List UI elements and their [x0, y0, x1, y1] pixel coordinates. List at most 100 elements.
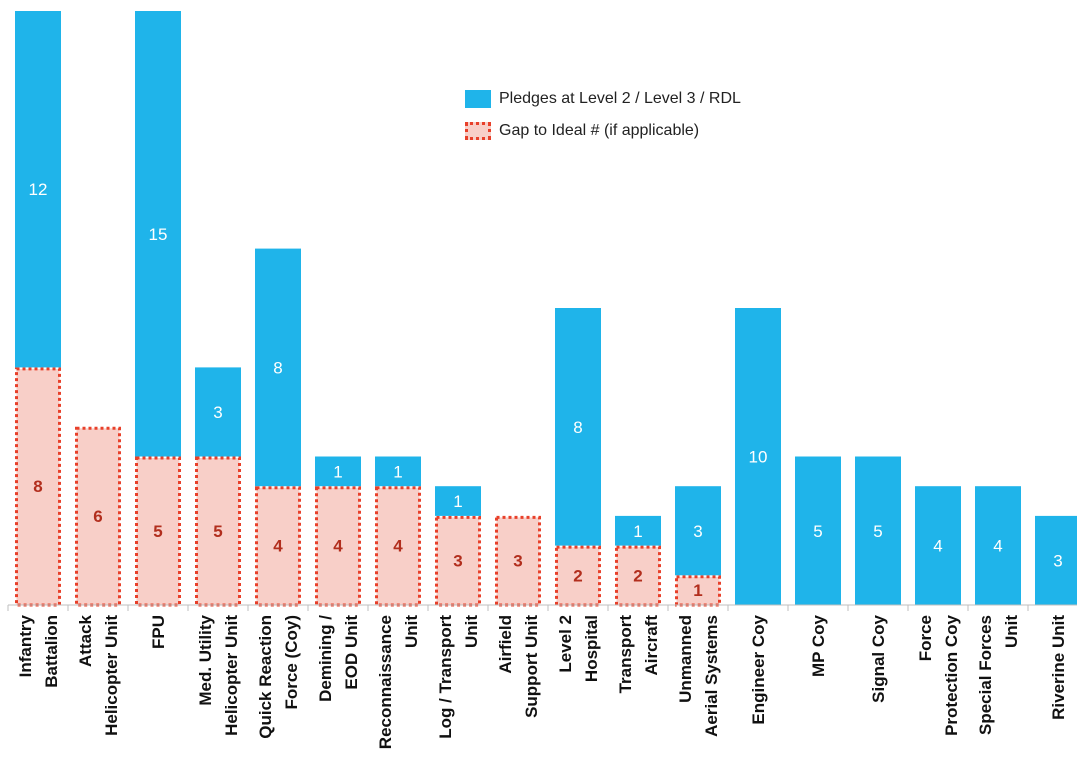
category-label-special-forces-unit: Special Forces Unit — [976, 615, 1021, 735]
legend-swatch-pledges — [465, 90, 491, 108]
pledge-bar-infantry-battalion — [15, 11, 61, 368]
category-label-line: Level 2 — [556, 615, 575, 673]
gap-value-label-log-transport-unit: 3 — [453, 551, 462, 570]
pledge-bar-fpu — [135, 11, 181, 457]
legend: Pledges at Level 2 / Level 3 / RDL Gap t… — [465, 88, 741, 152]
category-label-line: Unit — [1002, 615, 1021, 648]
pledge-bar-demining-eod-unit — [315, 456, 361, 487]
category-label-line: Battalion — [42, 615, 61, 688]
pledge-bar-special-forces-unit — [975, 486, 1021, 605]
category-labels-layer: Infantry Battalion Attack Helicopter Unit FP… — [16, 614, 1068, 749]
category-label-line: Riverine Unit — [1049, 615, 1068, 720]
gap-value-label-attack-helicopter-unit: 6 — [93, 507, 102, 526]
category-label-riverine-unit: Riverine Unit — [1049, 615, 1068, 720]
pledge-value-label-demining-eod-unit: 1 — [333, 462, 342, 481]
value-labels-layer: 8 12 6 5 15 5 3 4 8 4 1 4 1 3 1 3 2 8 2 1 1 3 10 5 5 4 4 3 — [29, 180, 1063, 600]
category-label-line: Airfield — [496, 615, 515, 674]
category-label-level-2-hospital: Level 2 Hospital — [556, 615, 601, 682]
category-label-line: Aircraft — [642, 615, 661, 676]
category-label-airfield-support-unit: Airfield Support Unit — [496, 615, 541, 718]
category-label-reconnaissance-unit: Reconnaissance Unit — [376, 615, 421, 750]
pledge-bar-mp-coy — [795, 456, 841, 605]
gap-bar-infantry-battalion — [15, 367, 61, 607]
legend-item-pledges: Pledges at Level 2 / Level 3 / RDL — [465, 88, 741, 110]
category-label-line: Hospital — [582, 615, 601, 682]
category-label-log-transport-unit: Log / Transport Unit — [436, 615, 481, 739]
legend-label-pledges: Pledges at Level 2 / Level 3 / RDL — [499, 90, 741, 107]
category-label-infantry-battalion: Infantry Battalion — [16, 614, 61, 687]
legend-item-gap: Gap to Ideal # (if applicable) — [465, 120, 741, 142]
pledge-bar-level-2-hospital — [555, 308, 601, 546]
category-label-line: Force (Coy) — [282, 615, 301, 709]
gap-value-label-airfield-support-unit: 3 — [513, 551, 522, 570]
category-label-line: Attack — [76, 614, 95, 667]
category-label-force-protection-coy: Force Protection Coy — [916, 614, 961, 735]
category-label-attack-helicopter-unit: Attack Helicopter Unit — [76, 614, 121, 735]
pledge-value-label-quick-reaction-force-coy: 8 — [273, 358, 282, 377]
gap-value-label-transport-aircraft: 2 — [633, 566, 642, 585]
category-label-line: Quick Reaction — [256, 615, 275, 739]
pledge-value-label-riverine-unit: 3 — [1053, 551, 1062, 570]
category-label-fpu: FPU — [149, 615, 168, 649]
category-label-line: FPU — [149, 615, 168, 649]
category-label-mp-coy: MP Coy — [809, 614, 828, 677]
category-label-line: Demining / — [316, 615, 335, 702]
category-label-line: Signal Coy — [869, 614, 888, 702]
category-label-line: Support Unit — [522, 615, 541, 718]
pledge-bar-log-transport-unit — [435, 486, 481, 516]
category-label-line: Aerial Systems — [702, 615, 721, 737]
category-label-line: Transport — [616, 615, 635, 694]
category-label-med-utility-helicopter-unit: Med. Utility Helicopter Unit — [196, 614, 241, 735]
pledge-bar-reconnaissance-unit — [375, 456, 421, 487]
x-ticks-layer — [7, 605, 1029, 611]
category-label-line: Infantry — [16, 614, 35, 677]
category-label-line: Special Forces — [976, 615, 995, 735]
pledge-bar-unmanned-aerial-systems — [675, 486, 721, 576]
category-label-line: Log / Transport — [436, 615, 455, 739]
pledge-value-label-reconnaissance-unit: 1 — [393, 462, 402, 481]
category-label-signal-coy: Signal Coy — [869, 614, 888, 702]
pledge-value-label-unmanned-aerial-systems: 3 — [693, 522, 702, 541]
gap-value-label-fpu: 5 — [153, 522, 162, 541]
category-label-line: Protection Coy — [942, 614, 961, 735]
category-label-line: Unit — [402, 615, 421, 648]
category-label-transport-aircraft: Transport Aircraft — [616, 615, 661, 694]
gap-value-label-med-utility-helicopter-unit: 5 — [213, 522, 222, 541]
gap-bar-med-utility-helicopter-unit — [195, 456, 241, 607]
pledge-bar-riverine-unit — [1035, 515, 1077, 605]
gap-value-label-reconnaissance-unit: 4 — [393, 537, 403, 556]
pledge-bar-transport-aircraft — [615, 515, 661, 546]
legend-swatch-gap — [465, 122, 491, 140]
category-label-line: EOD Unit — [342, 615, 361, 690]
category-label-quick-reaction-force-coy: Quick Reaction Force (Coy) — [256, 615, 301, 739]
pledge-value-label-log-transport-unit: 1 — [453, 492, 462, 511]
pledge-bar-signal-coy — [855, 456, 901, 605]
category-label-line: Helicopter Unit — [102, 615, 121, 736]
category-label-line: Med. Utility — [196, 614, 215, 705]
pledge-value-label-transport-aircraft: 1 — [633, 522, 642, 541]
category-label-unmanned-aerial-systems: Unmanned Aerial Systems — [676, 615, 721, 737]
pledge-value-label-special-forces-unit: 4 — [993, 537, 1002, 556]
pledge-bar-quick-reaction-force-coy — [255, 248, 301, 487]
pledge-value-label-mp-coy: 5 — [813, 522, 822, 541]
gap-value-label-level-2-hospital: 2 — [573, 566, 582, 585]
category-label-line: Helicopter Unit — [222, 615, 241, 736]
category-label-line: Engineer Coy — [749, 614, 768, 724]
category-label-engineer-coy: Engineer Coy — [749, 614, 768, 724]
pledge-value-label-level-2-hospital: 8 — [573, 418, 582, 437]
pledge-bar-force-protection-coy — [915, 486, 961, 605]
gap-value-label-infantry-battalion: 8 — [33, 477, 42, 496]
pledge-bar-engineer-coy — [735, 308, 781, 605]
pledge-value-label-force-protection-coy: 4 — [933, 537, 942, 556]
category-label-line: Unit — [462, 615, 481, 648]
pledge-value-label-engineer-coy: 10 — [749, 448, 768, 467]
pledge-value-label-infantry-battalion: 12 — [29, 180, 48, 199]
category-label-line: Reconnaissance — [376, 615, 395, 749]
pledge-value-label-signal-coy: 5 — [873, 522, 882, 541]
category-label-demining-eod-unit: Demining / EOD Unit — [316, 615, 361, 702]
gap-value-label-demining-eod-unit: 4 — [333, 537, 343, 556]
legend-label-gap: Gap to Ideal # (if applicable) — [499, 122, 700, 139]
pledge-bar-med-utility-helicopter-unit — [195, 367, 241, 457]
